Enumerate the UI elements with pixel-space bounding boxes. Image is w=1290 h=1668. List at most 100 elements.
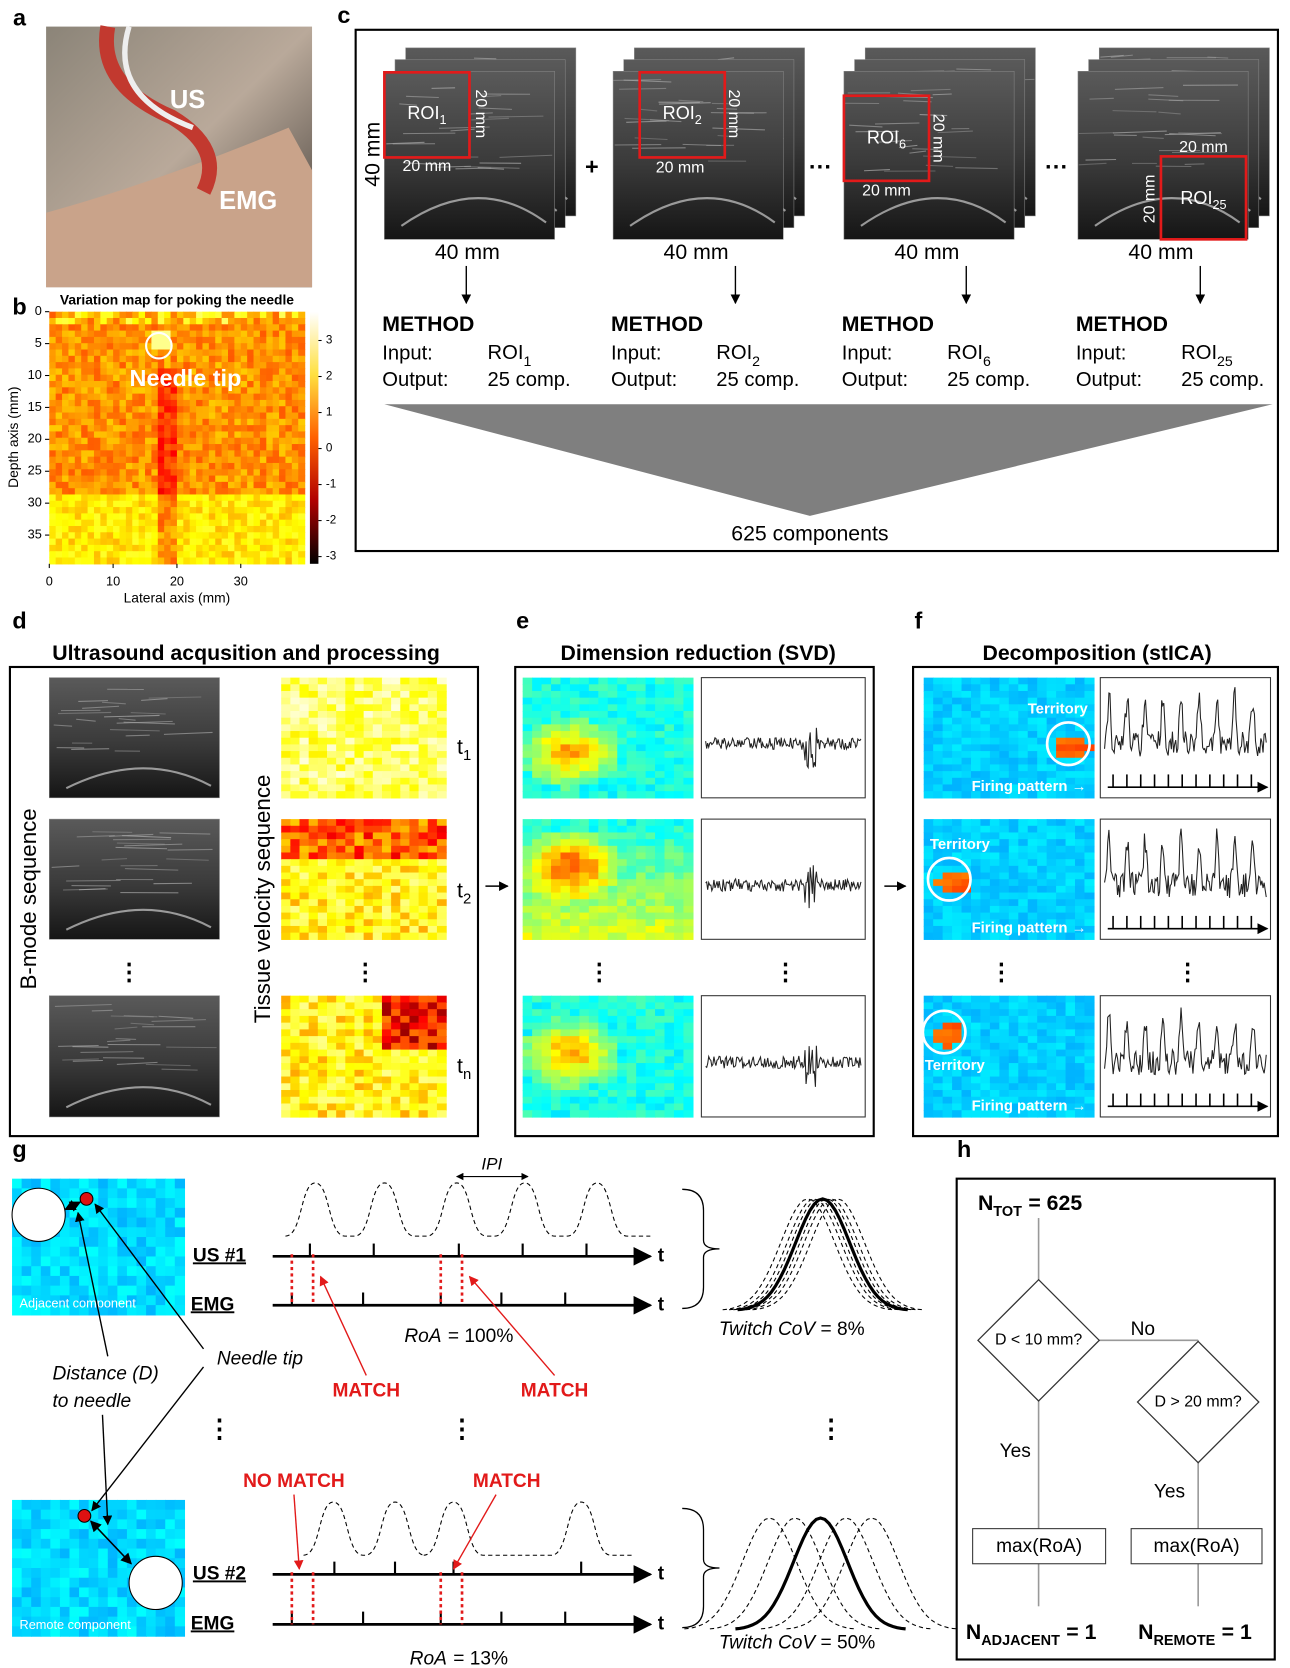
pixel [409, 859, 419, 866]
pixel [100, 337, 107, 344]
pixel [273, 318, 280, 325]
pixel [428, 913, 438, 920]
pixel [290, 926, 300, 933]
pixel [971, 1077, 981, 1084]
pixel [215, 507, 222, 514]
pixel [292, 482, 299, 489]
pixel [1028, 1056, 1038, 1063]
pixel [523, 866, 533, 873]
pixel [551, 933, 561, 940]
pixel [560, 744, 570, 751]
speckle [613, 80, 661, 81]
speckle [71, 749, 109, 750]
pixel [999, 826, 1009, 833]
pixel [292, 545, 299, 552]
pixel [285, 381, 292, 388]
roi-label-part: ROI [663, 103, 695, 123]
pixel [542, 1016, 552, 1023]
pixel [579, 926, 589, 933]
pixel [560, 718, 570, 725]
pixel [119, 444, 126, 451]
pixel [327, 852, 337, 859]
pixel [933, 1023, 943, 1030]
pixel [1028, 731, 1038, 738]
pixel [437, 913, 447, 920]
method-title: METHOD [611, 312, 703, 336]
pixel [598, 819, 608, 826]
pixel [241, 400, 248, 407]
pixel [551, 764, 561, 771]
pixel [532, 684, 542, 691]
pixel [683, 1050, 693, 1057]
pixel [139, 444, 146, 451]
pixel [354, 832, 364, 839]
pixel [81, 557, 88, 564]
pixel [309, 698, 319, 705]
pixel [279, 457, 286, 464]
pixel [579, 1056, 589, 1063]
pixel [437, 684, 447, 691]
pixel [560, 996, 570, 1003]
pixel [382, 919, 392, 926]
pixel [68, 381, 75, 388]
pixel [1066, 893, 1076, 900]
pixel [145, 463, 152, 470]
pixel [285, 368, 292, 375]
pixel [94, 551, 101, 558]
pixel [292, 419, 299, 426]
pixel [391, 899, 401, 906]
pixel [49, 362, 56, 369]
pixel [943, 751, 953, 758]
pixel [281, 1063, 291, 1070]
pixel [933, 906, 943, 913]
pixel [100, 513, 107, 520]
pixel [177, 482, 184, 489]
pixel [924, 698, 934, 705]
pixel [107, 425, 114, 432]
pixel [183, 551, 190, 558]
pixel [345, 778, 355, 785]
pixel [1047, 1063, 1057, 1070]
pixel [373, 778, 383, 785]
pixel [113, 444, 120, 451]
pixel [119, 387, 126, 394]
pixel [409, 771, 419, 778]
pixel [646, 731, 656, 738]
pixel [113, 463, 120, 470]
pixel [309, 724, 319, 731]
pixel [646, 1097, 656, 1104]
pixel [177, 438, 184, 445]
pixel [49, 450, 56, 457]
pixel [971, 691, 981, 698]
pixel [409, 996, 419, 1003]
pixel [428, 1077, 438, 1084]
pixel [1009, 1050, 1019, 1057]
pixel [300, 711, 310, 718]
pixel [646, 684, 656, 691]
pixel [962, 758, 972, 765]
pixel [579, 678, 589, 685]
pixel [409, 1023, 419, 1030]
pixel [290, 1016, 300, 1023]
pixel [608, 873, 618, 880]
pixel [171, 557, 178, 564]
pixel [579, 1063, 589, 1070]
pixel [419, 778, 429, 785]
pixel [336, 886, 346, 893]
pixel [345, 1036, 355, 1043]
pixel [81, 312, 88, 319]
pixel [290, 691, 300, 698]
pixel [962, 791, 972, 798]
pixel [158, 545, 165, 552]
pixel [1084, 913, 1094, 920]
pixel [980, 1036, 990, 1043]
pixel [943, 1077, 953, 1084]
pixel [409, 731, 419, 738]
pixel [132, 488, 139, 495]
pixel [364, 738, 374, 745]
pixel [551, 1056, 561, 1063]
method-field: Output: [1076, 369, 1142, 391]
pixel [373, 913, 383, 920]
pixel [608, 832, 618, 839]
pixel [94, 331, 101, 338]
